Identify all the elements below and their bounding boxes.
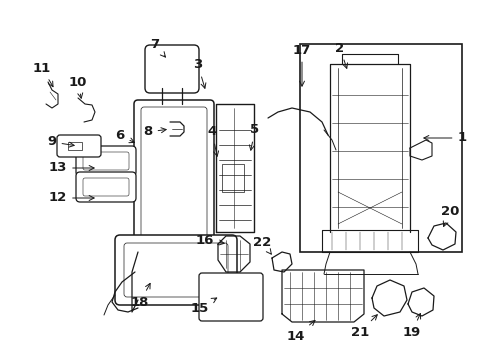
Bar bbox=[222, 164, 244, 192]
Text: 21: 21 bbox=[350, 315, 377, 338]
FancyBboxPatch shape bbox=[145, 45, 199, 93]
Text: 6: 6 bbox=[115, 130, 134, 143]
FancyBboxPatch shape bbox=[115, 235, 237, 305]
Text: 3: 3 bbox=[193, 58, 205, 88]
Text: 13: 13 bbox=[49, 162, 94, 175]
FancyBboxPatch shape bbox=[57, 135, 101, 157]
Text: 20: 20 bbox=[440, 206, 458, 226]
Text: 19: 19 bbox=[402, 314, 420, 338]
Text: 2: 2 bbox=[335, 41, 347, 68]
Text: 4: 4 bbox=[207, 126, 218, 156]
Text: 17: 17 bbox=[292, 44, 310, 86]
FancyBboxPatch shape bbox=[199, 273, 263, 321]
FancyBboxPatch shape bbox=[134, 100, 214, 256]
Text: 22: 22 bbox=[252, 235, 271, 254]
Bar bbox=[68, 142, 82, 150]
FancyBboxPatch shape bbox=[124, 243, 227, 297]
Text: 8: 8 bbox=[143, 126, 166, 139]
Text: 11: 11 bbox=[33, 62, 53, 87]
Text: 1: 1 bbox=[423, 131, 466, 144]
FancyBboxPatch shape bbox=[76, 172, 136, 202]
Text: 12: 12 bbox=[49, 192, 94, 204]
Bar bbox=[299, 44, 461, 252]
Text: 16: 16 bbox=[195, 234, 224, 247]
FancyBboxPatch shape bbox=[76, 146, 136, 176]
Text: 5: 5 bbox=[249, 123, 259, 150]
FancyBboxPatch shape bbox=[83, 178, 129, 196]
FancyBboxPatch shape bbox=[83, 152, 129, 170]
Text: 14: 14 bbox=[286, 320, 314, 342]
Text: 7: 7 bbox=[150, 39, 165, 57]
FancyBboxPatch shape bbox=[141, 107, 206, 249]
Text: 15: 15 bbox=[190, 298, 216, 315]
Text: 18: 18 bbox=[131, 283, 150, 309]
Text: 10: 10 bbox=[69, 76, 87, 98]
Text: 9: 9 bbox=[47, 135, 74, 148]
